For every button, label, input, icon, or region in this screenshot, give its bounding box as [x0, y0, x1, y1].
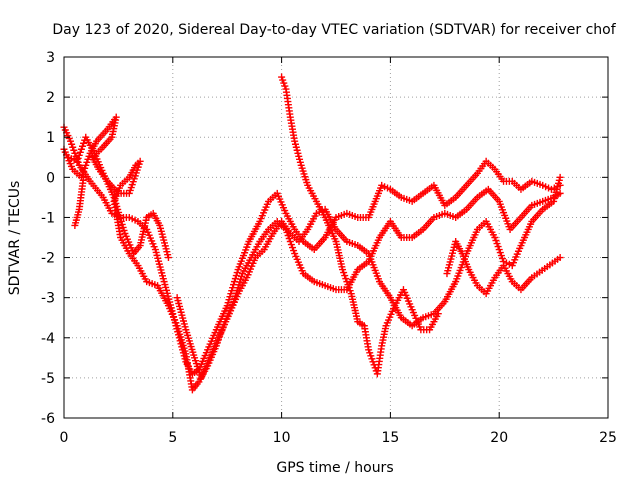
y-tick-label: -1 — [41, 210, 55, 226]
axis-ticks — [63, 56, 609, 419]
data-points — [60, 73, 564, 394]
y-tick-label: -6 — [41, 411, 55, 427]
y-tick-label: -3 — [41, 291, 55, 307]
y-tick-label: 3 — [46, 50, 55, 66]
y-tick-label: -2 — [41, 251, 55, 267]
data-point — [80, 173, 88, 181]
series-4 — [71, 73, 564, 378]
data-point — [164, 254, 172, 262]
series-3 — [64, 133, 564, 382]
y-tick-label: -5 — [41, 371, 55, 387]
x-tick-label: 5 — [168, 430, 177, 446]
plot-frame — [63, 56, 609, 419]
data-point — [434, 310, 442, 318]
y-tick-labels: -6 -5 -4 -3 -2 -1 0 1 2 3 — [41, 50, 55, 427]
x-tick-label: 25 — [599, 430, 617, 446]
x-tick-label: 15 — [381, 430, 399, 446]
data-point — [556, 254, 564, 262]
y-axis-label: SDTVAR / TECUs — [7, 181, 23, 296]
x-axis-label: GPS time / hours — [276, 460, 393, 476]
y-tick-label: 2 — [46, 90, 55, 106]
y-tick-label: 0 — [46, 170, 55, 186]
x-tick-label: 0 — [60, 430, 69, 446]
x-tick-label: 10 — [273, 430, 291, 446]
data-point — [556, 173, 564, 181]
data-point — [556, 189, 564, 197]
y-tick-label: -4 — [41, 331, 55, 347]
x-tick-label: 20 — [490, 430, 508, 446]
x-tick-labels: 0 5 10 15 20 25 — [60, 430, 617, 446]
chart-title: Day 123 of 2020, Sidereal Day-to-day VTE… — [52, 22, 616, 38]
series-1 — [60, 123, 564, 378]
y-tick-label: 1 — [46, 130, 55, 146]
